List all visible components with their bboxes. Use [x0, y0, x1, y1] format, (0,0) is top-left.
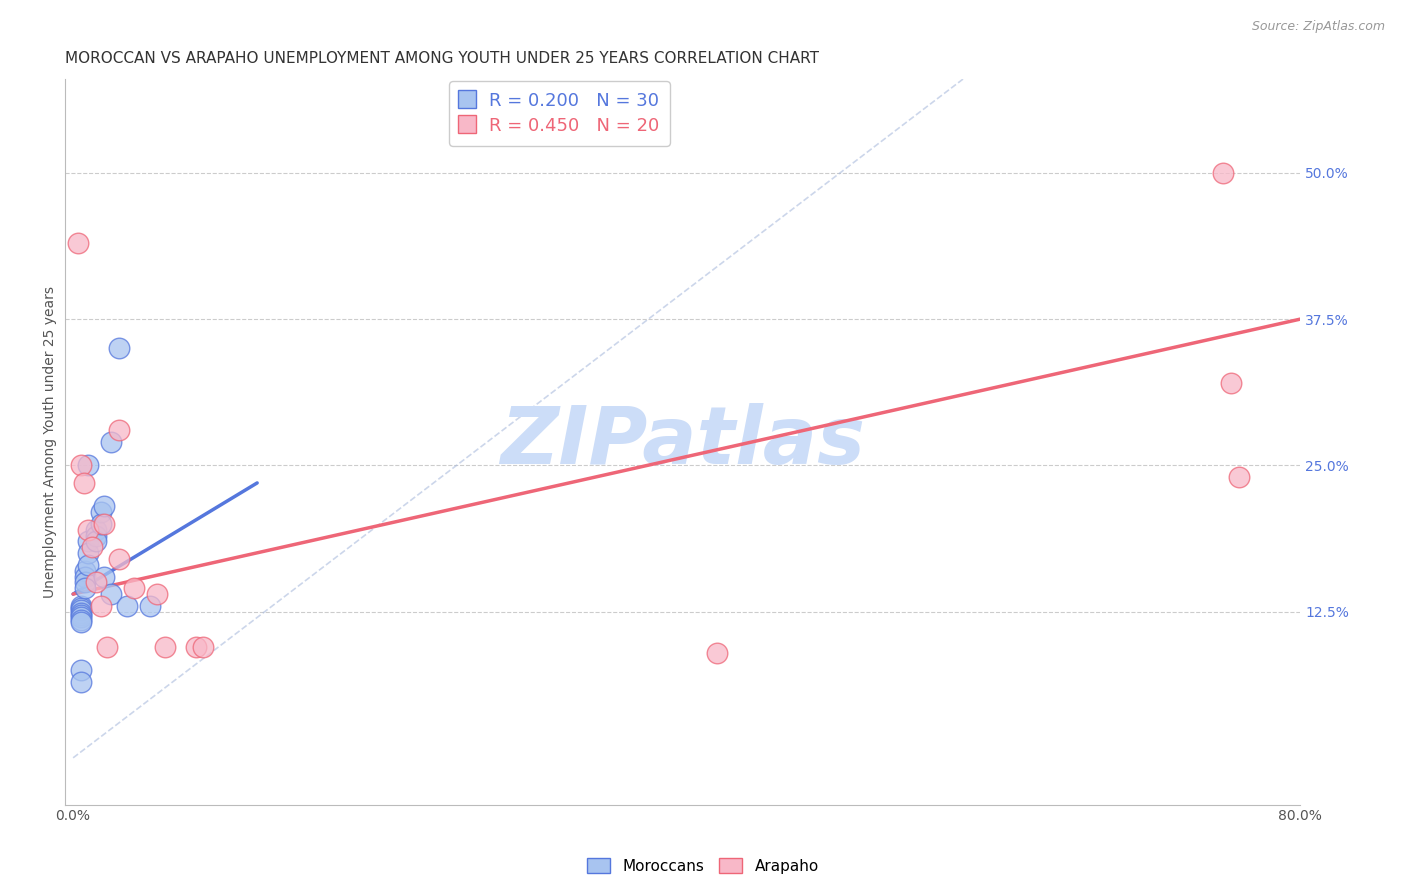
- Legend: R = 0.200   N = 30, R = 0.450   N = 20: R = 0.200 N = 30, R = 0.450 N = 20: [449, 81, 669, 146]
- Point: [1220, 376, 1243, 391]
- Point: [69, 603, 91, 617]
- Point: [69, 613, 91, 627]
- Point: [124, 581, 146, 595]
- Point: [90, 505, 112, 519]
- Point: [108, 552, 131, 566]
- Point: [193, 640, 215, 654]
- Point: [706, 646, 728, 660]
- Point: [69, 458, 91, 473]
- Point: [153, 640, 176, 654]
- Point: [84, 528, 107, 542]
- Point: [139, 599, 162, 613]
- Point: [77, 458, 100, 473]
- Point: [184, 640, 207, 654]
- Text: Source: ZipAtlas.com: Source: ZipAtlas.com: [1251, 20, 1385, 33]
- Point: [75, 575, 97, 590]
- Point: [69, 674, 91, 689]
- Point: [77, 558, 100, 572]
- Point: [146, 587, 169, 601]
- Point: [93, 516, 115, 531]
- Point: [84, 575, 107, 590]
- Point: [73, 475, 96, 490]
- Point: [69, 608, 91, 623]
- Point: [69, 606, 91, 620]
- Point: [115, 599, 138, 613]
- Point: [90, 599, 112, 613]
- Point: [1212, 166, 1234, 180]
- Point: [100, 587, 122, 601]
- Point: [93, 500, 115, 514]
- Y-axis label: Unemployment Among Youth under 25 years: Unemployment Among Youth under 25 years: [44, 286, 58, 598]
- Point: [69, 599, 91, 613]
- Point: [93, 569, 115, 583]
- Point: [75, 581, 97, 595]
- Point: [84, 523, 107, 537]
- Point: [66, 236, 89, 251]
- Point: [69, 601, 91, 615]
- Point: [108, 423, 131, 437]
- Point: [1227, 470, 1250, 484]
- Point: [69, 615, 91, 629]
- Point: [90, 516, 112, 531]
- Point: [108, 342, 131, 356]
- Text: MOROCCAN VS ARAPAHO UNEMPLOYMENT AMONG YOUTH UNDER 25 YEARS CORRELATION CHART: MOROCCAN VS ARAPAHO UNEMPLOYMENT AMONG Y…: [66, 51, 820, 66]
- Point: [75, 564, 97, 578]
- Text: ZIPatlas: ZIPatlas: [501, 403, 865, 481]
- Point: [80, 541, 103, 555]
- Legend: Moroccans, Arapaho: Moroccans, Arapaho: [581, 852, 825, 880]
- Point: [75, 569, 97, 583]
- Point: [77, 534, 100, 549]
- Point: [96, 640, 118, 654]
- Point: [77, 546, 100, 560]
- Point: [69, 610, 91, 624]
- Point: [100, 434, 122, 449]
- Point: [77, 523, 100, 537]
- Point: [84, 534, 107, 549]
- Point: [69, 663, 91, 677]
